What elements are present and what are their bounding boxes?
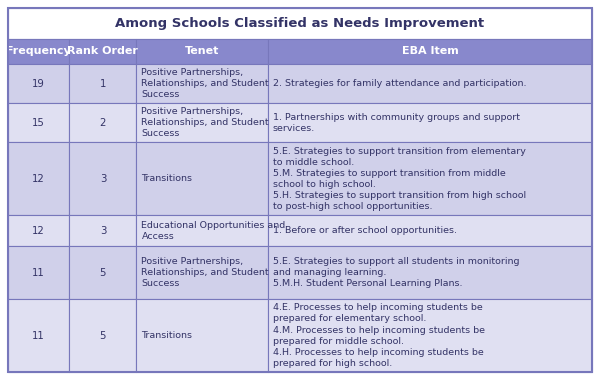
Bar [268,299,592,372]
Text: EBA Item: EBA Item [401,46,458,56]
Text: 19: 19 [32,79,45,89]
Bar [8,215,70,246]
Bar [8,64,70,103]
Text: Positive Partnerships,
Relationships, and Student
Success: Positive Partnerships, Relationships, an… [142,107,269,138]
Bar [268,39,592,64]
Text: 5: 5 [100,331,106,340]
Text: 1. Before or after school opportunities.: 1. Before or after school opportunities. [273,226,457,235]
Bar [8,142,70,215]
Text: 3: 3 [100,174,106,184]
Text: 5: 5 [100,268,106,278]
Text: 15: 15 [32,118,45,128]
Text: 2: 2 [100,118,106,128]
Text: Tenet: Tenet [185,46,220,56]
Bar [136,142,268,215]
Text: Positive Partnerships,
Relationships, and Student
Success: Positive Partnerships, Relationships, an… [142,257,269,288]
Text: 1: 1 [100,79,106,89]
Text: Among Schools Classified as Needs Improvement: Among Schools Classified as Needs Improv… [115,17,485,30]
Text: 2. Strategies for family attendance and participation.: 2. Strategies for family attendance and … [273,79,526,88]
Bar [136,64,268,103]
Bar [136,299,268,372]
Bar [8,299,70,372]
Bar [70,215,136,246]
Text: Transitions: Transitions [142,174,193,183]
Text: 12: 12 [32,174,45,184]
Bar [8,8,592,39]
Text: Positive Partnerships,
Relationships, and Student
Success: Positive Partnerships, Relationships, an… [142,68,269,99]
Bar [268,103,592,142]
Bar [70,64,136,103]
Text: Frequency: Frequency [6,46,71,56]
Bar [70,142,136,215]
Text: Transitions: Transitions [142,331,193,340]
Bar [268,246,592,299]
Text: 5.E. Strategies to support all students in monitoring
and managing learning.
5.M: 5.E. Strategies to support all students … [273,257,520,288]
Bar [70,103,136,142]
Bar [8,39,70,64]
Bar [268,142,592,215]
Bar [70,246,136,299]
Bar [70,39,136,64]
Bar [268,64,592,103]
Text: 11: 11 [32,268,45,278]
Text: Rank Order: Rank Order [67,46,139,56]
Bar [136,246,268,299]
Text: 12: 12 [32,226,45,236]
Text: 1. Partnerships with community groups and support
services.: 1. Partnerships with community groups an… [273,113,520,133]
Bar [136,103,268,142]
Bar [8,103,70,142]
Bar [136,39,268,64]
Text: Educational Opportunities and
Access: Educational Opportunities and Access [142,220,286,241]
Bar [70,299,136,372]
Bar [8,246,70,299]
Bar [136,215,268,246]
Bar [268,215,592,246]
Text: 11: 11 [32,331,45,340]
Text: 4.E. Processes to help incoming students be
prepared for elementary school.
4.M.: 4.E. Processes to help incoming students… [273,303,485,368]
Text: 5.E. Strategies to support transition from elementary
to middle school.
5.M. Str: 5.E. Strategies to support transition fr… [273,147,526,211]
Text: 3: 3 [100,226,106,236]
